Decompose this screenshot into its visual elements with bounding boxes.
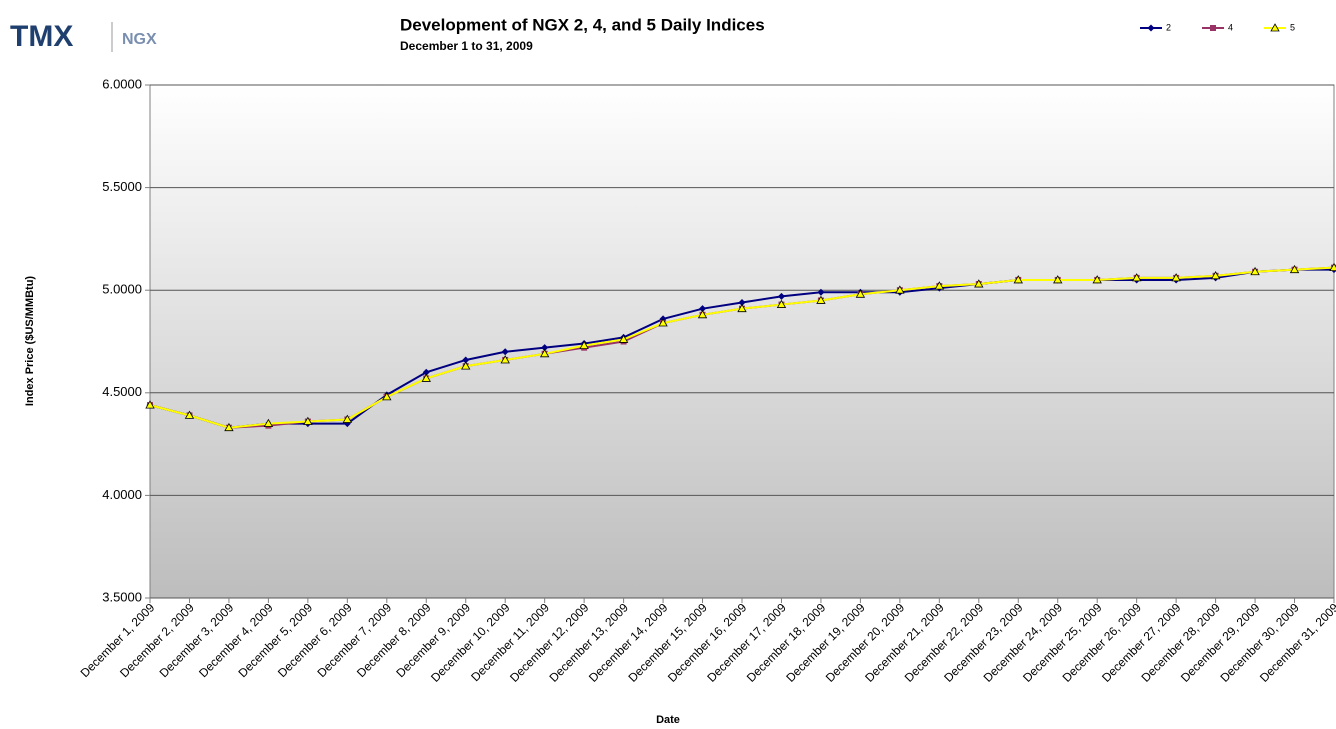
x-tick-label: December 2, 2009 bbox=[117, 600, 197, 680]
point bbox=[184, 410, 195, 419]
legend-label: 4 bbox=[1228, 22, 1233, 32]
y-tick-label: 6.0000 bbox=[102, 76, 142, 91]
point bbox=[422, 368, 430, 376]
point bbox=[342, 414, 353, 423]
point bbox=[934, 281, 945, 290]
point bbox=[1250, 266, 1260, 276]
point bbox=[539, 349, 550, 358]
logo-tmx: TMX bbox=[10, 20, 73, 53]
point bbox=[500, 355, 510, 364]
point bbox=[658, 318, 668, 327]
point bbox=[1013, 275, 1023, 284]
legend-label: 2 bbox=[1166, 22, 1171, 32]
point bbox=[699, 305, 707, 313]
point bbox=[501, 348, 509, 356]
point bbox=[1210, 25, 1216, 31]
point bbox=[895, 285, 905, 294]
point bbox=[1171, 273, 1181, 282]
y-tick-label: 3.5000 bbox=[102, 589, 142, 604]
legend-label: 5 bbox=[1290, 22, 1295, 32]
point bbox=[1147, 24, 1155, 32]
x-tick-label: December 5, 2009 bbox=[236, 600, 316, 680]
point bbox=[776, 299, 787, 308]
point bbox=[777, 292, 785, 300]
point bbox=[382, 392, 392, 401]
x-tick-label: December 8, 2009 bbox=[354, 600, 434, 680]
point bbox=[1289, 264, 1300, 274]
x-tick-label: December 1, 2009 bbox=[78, 600, 158, 680]
point bbox=[462, 356, 470, 364]
point bbox=[263, 418, 274, 427]
point bbox=[697, 310, 708, 319]
point bbox=[816, 295, 826, 304]
point bbox=[303, 416, 313, 425]
point bbox=[1092, 275, 1102, 284]
point bbox=[974, 279, 984, 288]
point bbox=[1329, 262, 1336, 272]
logo-ngx: NGX bbox=[122, 31, 157, 48]
point bbox=[145, 400, 155, 409]
chart-subtitle: December 1 to 31, 2009 bbox=[400, 39, 533, 53]
point bbox=[1131, 273, 1142, 282]
x-tick-label: December 3, 2009 bbox=[157, 600, 237, 680]
point bbox=[224, 422, 234, 432]
point bbox=[737, 303, 747, 313]
point bbox=[541, 344, 549, 352]
x-tick-label: December 6, 2009 bbox=[275, 600, 355, 680]
point bbox=[618, 334, 629, 343]
y-tick-label: 5.0000 bbox=[102, 282, 142, 297]
x-tick-label: December 4, 2009 bbox=[196, 600, 276, 680]
x-axis-label: Date bbox=[656, 714, 680, 726]
point bbox=[855, 289, 866, 298]
y-tick-label: 5.5000 bbox=[102, 179, 142, 194]
y-tick-label: 4.0000 bbox=[102, 487, 142, 502]
y-axis-label: Index Price ($US/MMBtu) bbox=[24, 276, 36, 407]
x-tick-label: December 9, 2009 bbox=[393, 600, 473, 680]
chart-title: Development of NGX 2, 4, and 5 Daily Ind… bbox=[400, 15, 765, 34]
point bbox=[817, 288, 825, 296]
logo: TMX NGX bbox=[10, 20, 157, 53]
point bbox=[461, 361, 471, 370]
point bbox=[579, 340, 589, 350]
point bbox=[421, 373, 431, 382]
y-tick-label: 4.5000 bbox=[102, 384, 142, 399]
point bbox=[1053, 275, 1063, 284]
point bbox=[738, 299, 746, 307]
point bbox=[1270, 23, 1280, 32]
point bbox=[1210, 271, 1221, 280]
plot-area bbox=[149, 84, 1335, 599]
x-tick-label: December 7, 2009 bbox=[314, 600, 394, 680]
